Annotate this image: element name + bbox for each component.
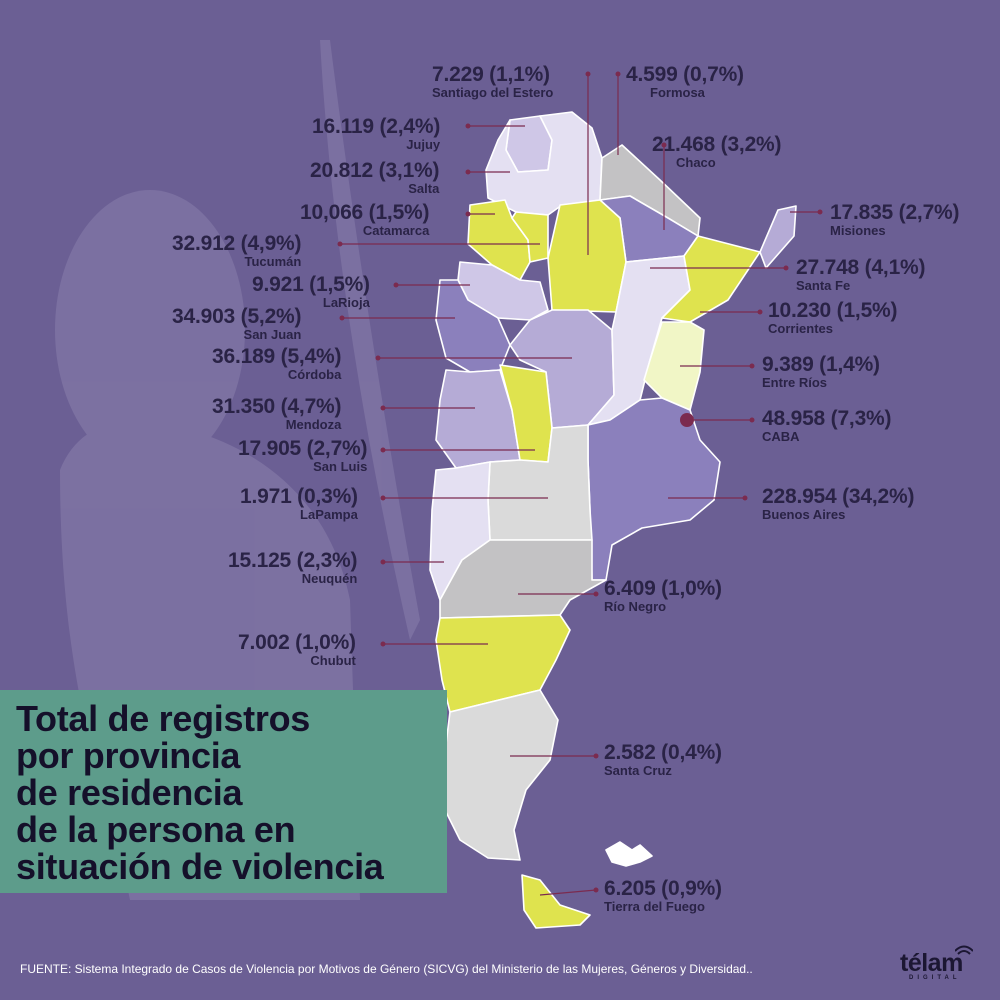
label-value: 36.189 (5,4%) xyxy=(212,345,342,368)
label-province-name: Buenos Aires xyxy=(762,507,846,522)
source-note: FUENTE: Sistema Integrado de Casos de Vi… xyxy=(20,962,753,976)
label-province-name: Santa Fe xyxy=(796,278,851,293)
label-chaco: 21.468 (3,2%) Chaco xyxy=(652,133,782,170)
label-value: 21.468 (3,2%) xyxy=(652,133,782,156)
label-value: 9.921 (1,5%) xyxy=(252,273,370,296)
label-jujuy: 16.119 (2,4%) Jujuy xyxy=(312,116,440,152)
label-province-name: Chubut xyxy=(310,653,356,668)
label-province-name: San Luis xyxy=(313,459,368,474)
province-rio-negro xyxy=(439,539,607,619)
province-salta xyxy=(485,111,603,216)
label-misiones: 17.835 (2,7%) Misiones xyxy=(830,201,960,238)
label-province-name: Tierra del Fuego xyxy=(604,899,705,914)
label-santa-fe: 27.748 (4,1%) Santa Fe xyxy=(796,256,926,293)
label-province-name: CABA xyxy=(762,429,800,444)
label-value: 27.748 (4,1%) xyxy=(796,256,926,279)
label-tierra-del-fuego: 6.205 (0,9%) Tierra del Fuego xyxy=(604,878,722,914)
label-salta: 20.812 (3,1%) Salta xyxy=(310,159,440,196)
province-chubut xyxy=(435,614,571,713)
label-value: 48.958 (7,3%) xyxy=(762,407,892,430)
label-value: 10,066 (1,5%) xyxy=(300,201,430,224)
logo-subtitle: DIGITAL xyxy=(909,975,961,981)
label-value: 7.229 (1,1%) xyxy=(432,63,550,86)
caba-marker xyxy=(680,413,694,427)
label-value: 2.582 (0,4%) xyxy=(604,741,722,764)
label-value: 10.230 (1,5%) xyxy=(768,299,898,322)
province-tierra-del-fuego xyxy=(521,874,591,929)
label-catamarca: 10,066 (1,5%) Catamarca xyxy=(300,201,430,238)
label-province-name: Jujuy xyxy=(406,137,441,152)
label-province-name: LaPampa xyxy=(300,507,358,522)
label-value: 31.350 (4,7%) xyxy=(212,395,342,418)
label-san-juan: 34.903 (5,2%) San Juan xyxy=(172,305,302,342)
label-province-name: Santiago del Estero xyxy=(432,85,554,100)
label-tucuman: 32.912 (4,9%) Tucumán xyxy=(172,232,302,269)
label-value: 34.903 (5,2%) xyxy=(172,305,302,328)
province-santa-cruz xyxy=(439,689,559,861)
label-rio-negro: 6.409 (1,0%) Río Negro xyxy=(604,578,722,614)
label-santiago-del-estero: 7.229 (1,1%) Santiago del Estero xyxy=(432,64,553,100)
signal-waves-icon xyxy=(955,945,973,955)
province-misiones xyxy=(759,205,797,269)
label-value: 9.389 (1,4%) xyxy=(762,353,880,376)
label-value: 7.002 (1,0%) xyxy=(238,631,356,654)
province-corrientes xyxy=(661,235,761,323)
label-province-name: Entre Ríos xyxy=(762,375,828,390)
label-formosa: 4.599 (0,7%) Formosa xyxy=(626,64,744,100)
label-value: 15.125 (2,3%) xyxy=(228,549,358,572)
label-cordoba: 36.189 (5,4%) Córdoba xyxy=(212,345,342,382)
province-tucuman xyxy=(511,211,549,263)
label-santa-cruz: 2.582 (0,4%) Santa Cruz xyxy=(604,742,722,778)
label-province-name: Córdoba xyxy=(287,367,342,382)
telam-logo: télam DIGITAL xyxy=(900,945,976,985)
label-province-name: Santa Cruz xyxy=(604,763,672,778)
label-value: 4.599 (0,7%) xyxy=(626,63,744,86)
label-province-name: Chaco xyxy=(676,155,716,170)
title-panel: Total de registros por provincia de resi… xyxy=(0,690,447,893)
label-value: 32.912 (4,9%) xyxy=(172,232,302,255)
label-province-name: San Juan xyxy=(243,327,302,342)
label-chubut: 7.002 (1,0%) Chubut xyxy=(238,632,356,668)
logo-wordmark: télam xyxy=(900,949,963,977)
malvinas-islands xyxy=(605,841,653,867)
label-province-name: Misiones xyxy=(830,223,886,238)
label-value: 1.971 (0,3%) xyxy=(240,485,358,508)
province-santiago-del-estero xyxy=(547,199,627,313)
label-value: 17.905 (2,7%) xyxy=(238,437,368,460)
label-mendoza: 31.350 (4,7%) Mendoza xyxy=(212,395,342,432)
label-province-name: LaRioja xyxy=(322,295,370,310)
label-san-luis: 17.905 (2,7%) San Luis xyxy=(238,437,368,474)
label-province-name: Formosa xyxy=(650,85,705,100)
label-entre-rios: 9.389 (1,4%) Entre Ríos xyxy=(762,354,880,390)
label-province-name: Río Negro xyxy=(604,599,667,614)
leader-lines xyxy=(337,71,823,896)
label-value: 6.409 (1,0%) xyxy=(604,577,722,600)
label-caba: 48.958 (7,3%) CABA xyxy=(762,407,892,444)
map-title: Total de registros por provincia de resi… xyxy=(16,698,384,887)
label-province-name: Salta xyxy=(408,181,440,196)
label-la-pampa: 1.971 (0,3%) LaPampa xyxy=(240,486,358,522)
label-neuquen: 15.125 (2,3%) Neuquén xyxy=(228,549,358,586)
label-value: 20.812 (3,1%) xyxy=(310,159,440,182)
label-la-rioja: 9.921 (1,5%) LaRioja xyxy=(252,274,370,310)
label-province-name: Neuquén xyxy=(301,571,358,586)
label-value: 16.119 (2,4%) xyxy=(312,115,441,138)
province-buenos-aires xyxy=(587,397,721,581)
label-corrientes: 10.230 (1,5%) Corrientes xyxy=(768,299,898,336)
label-value: 6.205 (0,9%) xyxy=(604,877,722,900)
label-province-name: Mendoza xyxy=(285,417,342,432)
label-buenos-aires: 228.954 (34,2%) Buenos Aires xyxy=(762,486,914,522)
label-province-name: Corrientes xyxy=(768,321,834,336)
label-value: 228.954 (34,2%) xyxy=(762,485,915,508)
label-province-name: Tucumán xyxy=(244,254,302,269)
label-province-name: Catamarca xyxy=(362,223,430,238)
label-value: 17.835 (2,7%) xyxy=(830,201,960,224)
